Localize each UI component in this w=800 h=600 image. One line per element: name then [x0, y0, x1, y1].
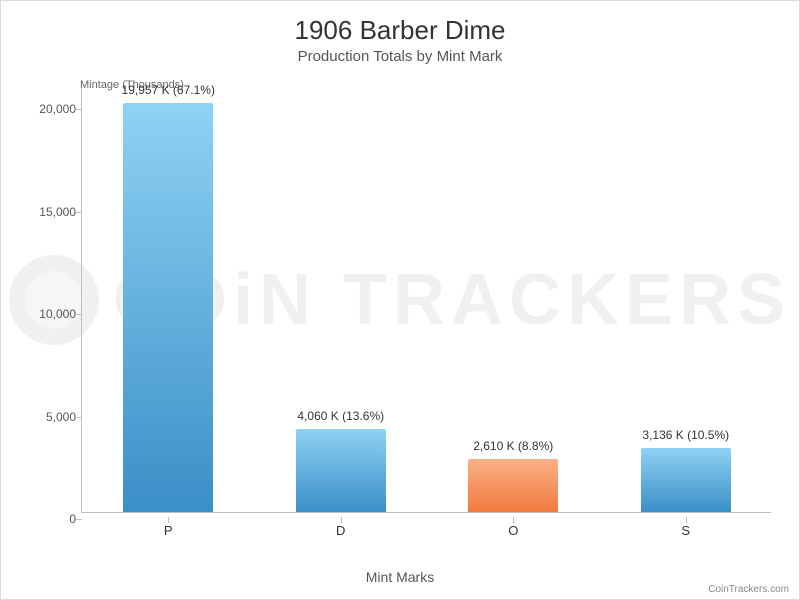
bar-label-p: 19,957 K (67.1%): [78, 83, 258, 97]
x-tick-s: S: [641, 523, 731, 538]
bar-d: [296, 429, 386, 512]
bar-label-o: 2,610 K (8.8%): [423, 439, 603, 453]
y-tick: 5,000: [20, 410, 76, 424]
chart-subtitle: Production Totals by Mint Mark: [1, 48, 799, 65]
x-tick-p: P: [123, 523, 213, 538]
y-tick: 0: [20, 512, 76, 526]
bar-label-d: 4,060 K (13.6%): [251, 409, 431, 423]
x-tick-o: O: [468, 523, 558, 538]
y-tick: 20,000: [20, 102, 76, 116]
y-tick: 15,000: [20, 205, 76, 219]
bar-p: [123, 103, 213, 512]
y-tick: 10,000: [20, 307, 76, 321]
chart-titles: 1906 Barber Dime Production Totals by Mi…: [1, 15, 799, 65]
credit-text: CoinTrackers.com: [708, 584, 789, 595]
x-axis-label: Mint Marks: [1, 569, 799, 585]
x-tick-d: D: [296, 523, 386, 538]
bar-label-s: 3,136 K (10.5%): [596, 428, 776, 442]
chart-title: 1906 Barber Dime: [1, 15, 799, 46]
bar-s: [641, 448, 731, 512]
bar-o: [468, 459, 558, 512]
plot-area: Mintage (Thousands) 05,00010,00015,00020…: [81, 83, 771, 513]
